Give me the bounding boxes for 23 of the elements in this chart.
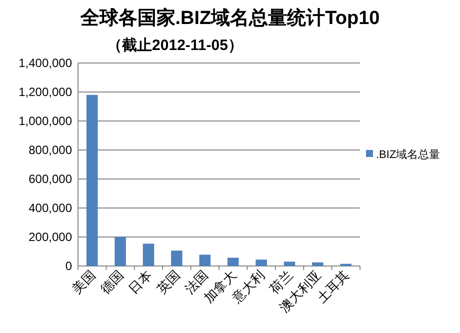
bar <box>142 244 154 266</box>
chart-subtitle: （截止2012-11-05） <box>107 37 243 54</box>
chart-title: 全球各国家.BIZ域名总量统计Top10 <box>79 7 380 29</box>
bar <box>312 262 324 266</box>
y-tick-label: 400,000 <box>28 201 72 215</box>
y-tick-label: 600,000 <box>28 172 72 186</box>
y-tick-label: 800,000 <box>28 143 72 157</box>
bar <box>86 94 98 266</box>
legend-label: .BIZ域名总量 <box>376 148 440 161</box>
x-tick-label: 日本 <box>126 268 155 297</box>
y-tick-label: 1,200,000 <box>18 85 72 99</box>
y-tick-label: 1,000,000 <box>18 114 72 128</box>
y-tick-label: 200,000 <box>28 230 72 244</box>
bar <box>256 260 267 266</box>
y-tick-label: 0 <box>65 259 72 273</box>
bar <box>284 262 296 266</box>
x-tick-label: 英国 <box>154 268 183 297</box>
y-tick-label: 1,400,000 <box>18 56 72 70</box>
bar <box>114 237 126 266</box>
x-tick-label: 德国 <box>97 268 126 297</box>
bar <box>171 250 182 266</box>
bar <box>227 258 239 266</box>
bar <box>199 254 211 266</box>
